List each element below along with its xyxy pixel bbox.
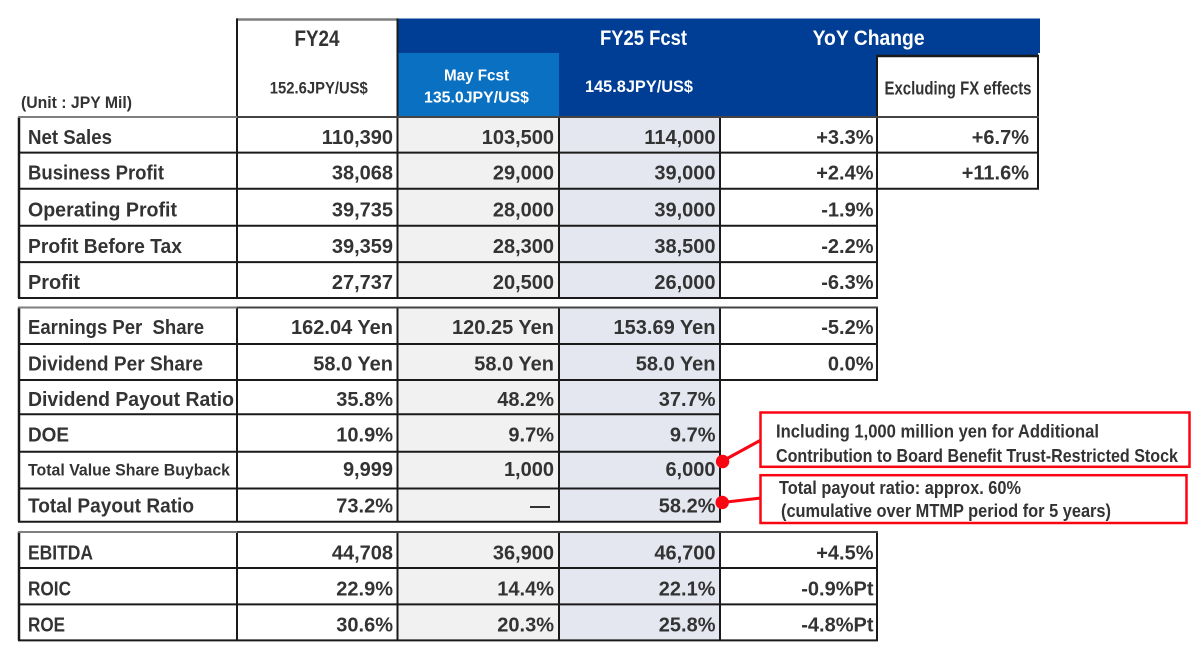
svg-text:135.0JPY/US$: 135.0JPY/US$ — [424, 90, 529, 107]
svg-text:28,300: 28,300 — [493, 236, 554, 258]
svg-text:DOE: DOE — [28, 425, 69, 447]
svg-text:162.04 Yen: 162.04 Yen — [291, 317, 393, 339]
svg-text:+6.7%: +6.7% — [972, 127, 1029, 149]
svg-text:58.0 Yen: 58.0 Yen — [636, 354, 716, 376]
svg-text:(cumulative over MTMP period f: (cumulative over MTMP period for 5 years… — [781, 501, 1111, 521]
svg-text:9.7%: 9.7% — [670, 425, 716, 447]
svg-text:35.8%: 35.8% — [336, 389, 393, 411]
svg-text:Total payout ratio: approx. 60: Total payout ratio: approx. 60% — [779, 478, 1021, 498]
svg-text:46,700: 46,700 — [654, 543, 715, 565]
svg-text:28,000: 28,000 — [493, 199, 554, 221]
svg-text:114,000: 114,000 — [644, 127, 715, 149]
svg-text:6,000: 6,000 — [665, 459, 715, 481]
svg-text:39,735: 39,735 — [332, 199, 393, 221]
svg-text:ROIC: ROIC — [28, 578, 71, 600]
svg-text:25.8%: 25.8% — [659, 614, 716, 636]
svg-text:Profit: Profit — [28, 272, 80, 294]
svg-text:-0.9%Pt: -0.9%Pt — [801, 578, 874, 600]
svg-text:Operating Profit: Operating Profit — [28, 199, 177, 221]
svg-text:Including 1,000 million yen fo: Including 1,000 million yen for Addition… — [776, 422, 1099, 442]
svg-text:—: — — [530, 496, 550, 518]
svg-text:20,500: 20,500 — [493, 272, 554, 294]
svg-text:14.4%: 14.4% — [497, 578, 554, 600]
svg-text:Contribution to Board Benefit: Contribution to Board Benefit Trust-Rest… — [776, 446, 1179, 466]
svg-text:38,068: 38,068 — [332, 163, 393, 185]
svg-text:20.3%: 20.3% — [497, 614, 554, 636]
svg-text:10.9%: 10.9% — [336, 425, 393, 447]
svg-text:Dividend Payout Ratio: Dividend Payout Ratio — [28, 389, 234, 411]
svg-text:22.9%: 22.9% — [336, 578, 393, 600]
svg-text:ROE: ROE — [28, 614, 65, 636]
svg-text:58.0 Yen: 58.0 Yen — [474, 354, 554, 376]
svg-text:9.7%: 9.7% — [508, 425, 554, 447]
svg-text:Excluding FX effects: Excluding FX effects — [885, 79, 1032, 99]
svg-text:39,000: 39,000 — [654, 163, 715, 185]
svg-text:+2.4%: +2.4% — [816, 163, 873, 185]
svg-text:Total Payout Ratio: Total Payout Ratio — [28, 496, 194, 518]
svg-text:0.0%: 0.0% — [828, 354, 874, 376]
svg-text:FY24: FY24 — [295, 26, 341, 51]
svg-text:EBITDA: EBITDA — [28, 543, 93, 565]
svg-text:Earnings Per Share: Earnings Per Share — [28, 317, 204, 339]
svg-text:145.8JPY/US$: 145.8JPY/US$ — [585, 77, 694, 96]
svg-text:YoY Change: YoY Change — [813, 27, 925, 50]
svg-text:-6.3%: -6.3% — [821, 272, 873, 294]
svg-text:(Unit : JPY Mil): (Unit : JPY Mil) — [21, 94, 132, 112]
svg-text:103,500: 103,500 — [482, 127, 554, 149]
svg-text:38,500: 38,500 — [654, 236, 715, 258]
svg-text:Total Value Share Buyback: Total Value Share Buyback — [28, 461, 231, 480]
svg-text:Profit Before Tax: Profit Before Tax — [28, 236, 182, 258]
svg-text:48.2%: 48.2% — [497, 389, 554, 411]
svg-text:FY25 Fcst: FY25 Fcst — [600, 27, 687, 50]
svg-text:58.0 Yen: 58.0 Yen — [313, 354, 393, 376]
svg-text:-1.9%: -1.9% — [821, 199, 873, 221]
svg-text:110,390: 110,390 — [322, 127, 393, 149]
svg-text:+4.5%: +4.5% — [816, 543, 873, 565]
svg-text:Net Sales: Net Sales — [28, 127, 112, 149]
svg-text:-5.2%: -5.2% — [821, 317, 873, 339]
svg-text:-4.8%Pt: -4.8%Pt — [801, 614, 874, 636]
svg-text:39,359: 39,359 — [332, 236, 393, 258]
svg-text:1,000: 1,000 — [504, 459, 554, 481]
svg-text:May Fcst: May Fcst — [444, 68, 510, 85]
svg-text:58.2%: 58.2% — [659, 496, 716, 518]
svg-text:37.7%: 37.7% — [659, 389, 716, 411]
svg-text:-2.2%: -2.2% — [821, 236, 873, 258]
svg-text:Business Profit: Business Profit — [28, 163, 164, 185]
svg-text:153.69 Yen: 153.69 Yen — [614, 317, 716, 339]
svg-text:152.6JPY/US$: 152.6JPY/US$ — [270, 79, 368, 98]
svg-text:39,000: 39,000 — [654, 199, 715, 221]
svg-text:27,737: 27,737 — [332, 272, 393, 294]
svg-text:26,000: 26,000 — [654, 272, 715, 294]
svg-text:+3.3%: +3.3% — [816, 127, 873, 149]
svg-text:44,708: 44,708 — [332, 543, 393, 565]
svg-text:120.25 Yen: 120.25 Yen — [452, 317, 554, 339]
svg-text:Dividend Per Share: Dividend Per Share — [28, 354, 203, 376]
svg-text:30.6%: 30.6% — [336, 614, 393, 636]
svg-text:+11.6%: +11.6% — [962, 163, 1030, 185]
svg-text:73.2%: 73.2% — [336, 496, 393, 518]
svg-text:36,900: 36,900 — [493, 543, 554, 565]
svg-text:9,999: 9,999 — [343, 459, 393, 481]
svg-text:22.1%: 22.1% — [659, 578, 716, 600]
svg-text:29,000: 29,000 — [493, 163, 554, 185]
